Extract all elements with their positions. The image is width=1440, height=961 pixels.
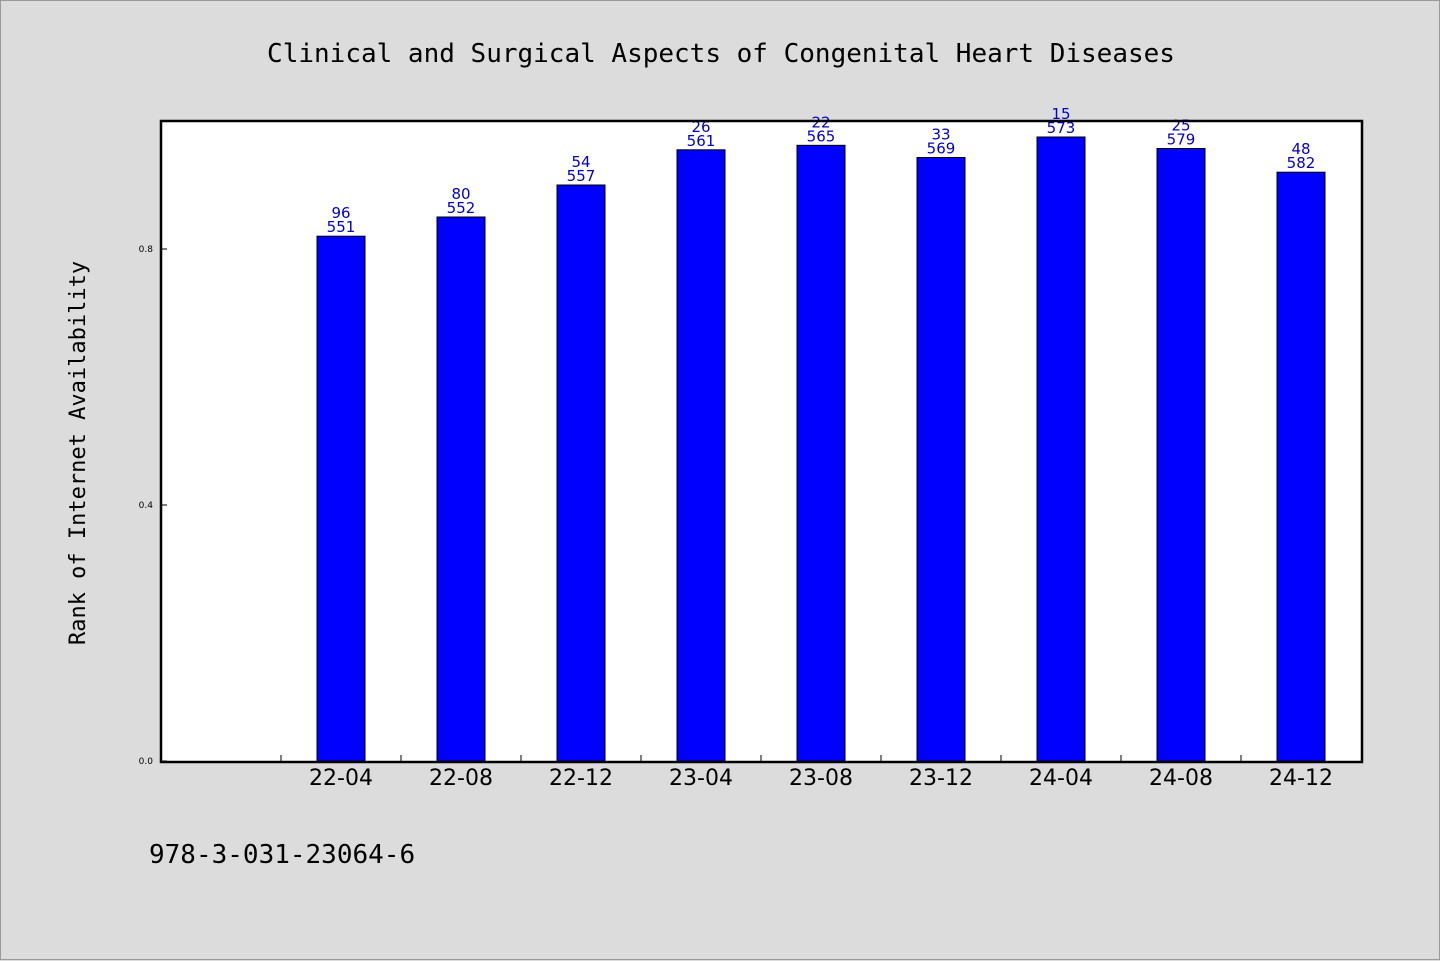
x-tick-label-24-04: 24-04 [1029,766,1093,791]
y-tick-label-2: 0.8 [139,245,154,255]
bar-label-top-22-04: 96 [331,204,350,222]
bar-label-top-23-04: 26 [691,118,710,136]
plot-frame [159,119,1364,764]
bar-label-top-23-12: 33 [931,125,950,143]
x-tick-label-24-12: 24-12 [1269,766,1333,791]
bar-label-bottom-24-04: 573 [1047,119,1076,137]
bar-23-04 [676,149,726,762]
bar-23-08 [796,144,846,762]
bar-label-bottom-23-12: 569 [927,139,956,157]
y-tick-label-0: 0.0 [139,757,154,767]
bar-label-bottom-23-08: 565 [807,127,836,145]
bar-22-04 [316,235,366,762]
x-tick-label-23-12: 23-12 [909,766,973,791]
bar-22-08 [436,216,486,762]
bar-label-bottom-22-12: 557 [567,167,596,185]
bar-24-08 [1156,148,1206,762]
chart-title: Clinical and Surgical Aspects of Congeni… [267,39,1175,69]
x-tick-label-24-08: 24-08 [1149,766,1213,791]
bar-label-top-24-12: 48 [1291,140,1310,158]
bar-label-top-24-04: 15 [1051,105,1070,123]
bar-label-top-22-08: 80 [451,185,470,203]
ticks-group: 22-04 22-08 22-12 23-04 23-08 23-12 24-04 24-08… [139,245,1333,791]
x-tick-label-22-04: 22-04 [309,766,373,791]
y-tick-label-1: 0.4 [139,501,154,511]
footer-isbn: 978-3-031-23064-6 [149,840,415,870]
bar-24-04 [1036,136,1086,762]
bar-label-top-24-08: 25 [1171,117,1190,135]
bar-label-bottom-24-12: 582 [1287,154,1316,172]
x-tick-label-23-08: 23-08 [789,766,853,791]
bar-label-top-22-12: 54 [571,153,590,171]
bar-23-12 [916,156,966,762]
y-axis-label: Rank of Internet Availability [66,261,91,645]
bar-label-bottom-22-04: 551 [327,218,356,236]
x-tick-label-22-08: 22-08 [429,766,493,791]
x-tick-label-23-04: 23-04 [669,766,733,791]
x-tick-label-22-12: 22-12 [549,766,613,791]
bar-24-12 [1276,171,1326,762]
bar-label-bottom-22-08: 552 [447,199,476,217]
bar-label-top-23-08: 22 [811,113,830,131]
bar-22-12 [556,184,606,762]
bar-label-bottom-23-04: 561 [687,132,716,150]
bar-label-bottom-24-08: 579 [1167,131,1196,149]
